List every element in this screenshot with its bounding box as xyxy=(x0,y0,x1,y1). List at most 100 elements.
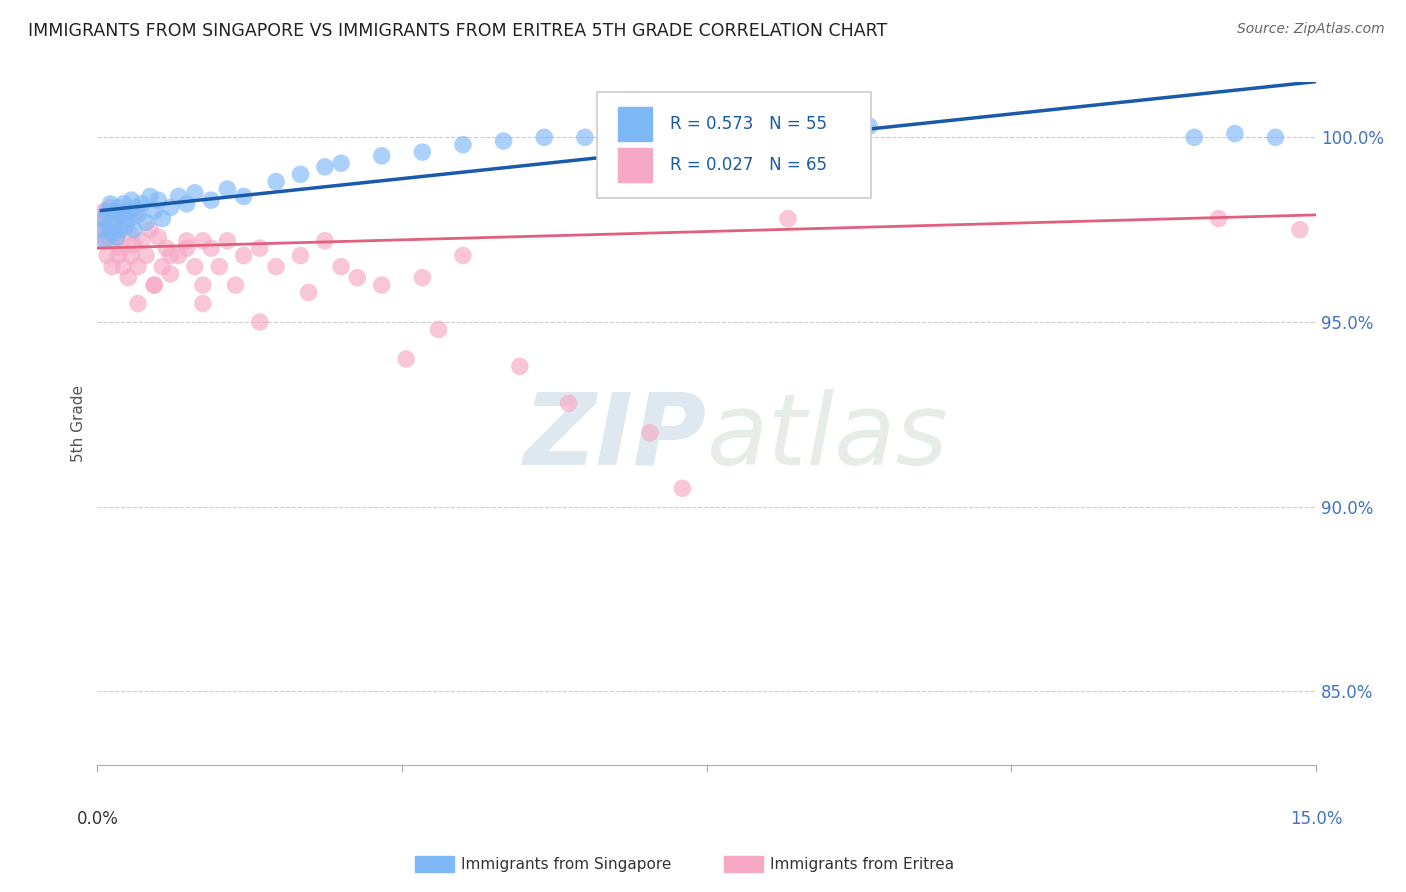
Text: Source: ZipAtlas.com: Source: ZipAtlas.com xyxy=(1237,22,1385,37)
Point xyxy=(105,230,128,244)
Point xyxy=(249,315,271,329)
Point xyxy=(191,278,214,293)
FancyBboxPatch shape xyxy=(617,148,652,182)
Point xyxy=(557,396,579,410)
Point xyxy=(776,211,799,226)
Point xyxy=(191,296,214,310)
Text: 15.0%: 15.0% xyxy=(1289,810,1343,828)
Point xyxy=(118,227,141,241)
Point xyxy=(117,204,139,219)
Point xyxy=(125,201,148,215)
Point xyxy=(93,204,115,219)
Point xyxy=(752,115,775,129)
Point xyxy=(411,270,433,285)
Text: IMMIGRANTS FROM SINGAPORE VS IMMIGRANTS FROM ERITREA 5TH GRADE CORRELATION CHART: IMMIGRANTS FROM SINGAPORE VS IMMIGRANTS … xyxy=(28,22,887,40)
Point xyxy=(411,145,433,160)
Point xyxy=(127,260,149,274)
Point xyxy=(200,241,222,255)
Text: R = 0.573   N = 55: R = 0.573 N = 55 xyxy=(671,114,827,133)
Point xyxy=(143,278,166,293)
Point xyxy=(346,270,368,285)
Point xyxy=(122,222,145,236)
Point xyxy=(105,234,128,248)
Point xyxy=(176,234,198,248)
Point xyxy=(858,120,880,134)
Point xyxy=(122,237,145,252)
Point xyxy=(104,204,127,219)
Point xyxy=(103,211,125,226)
Point xyxy=(94,222,117,236)
Point xyxy=(104,204,127,219)
Point xyxy=(98,201,121,215)
Point xyxy=(232,189,254,203)
Point xyxy=(127,208,149,222)
Point xyxy=(451,137,474,152)
Point xyxy=(696,120,718,134)
Point xyxy=(139,189,162,203)
Point xyxy=(1223,127,1246,141)
Point xyxy=(330,260,353,274)
Point xyxy=(96,204,118,219)
Point xyxy=(817,115,839,129)
Point xyxy=(492,134,515,148)
Point xyxy=(671,481,693,495)
Point xyxy=(148,193,170,207)
Point xyxy=(297,285,319,300)
Point xyxy=(290,167,312,181)
Point xyxy=(118,211,141,226)
Point xyxy=(97,230,120,244)
Point xyxy=(90,211,112,226)
Point xyxy=(127,296,149,310)
Point xyxy=(290,248,312,262)
Text: Immigrants from Singapore: Immigrants from Singapore xyxy=(461,857,672,871)
Point xyxy=(427,322,450,336)
Point xyxy=(191,234,214,248)
Point xyxy=(101,227,124,241)
Point xyxy=(98,196,121,211)
Point xyxy=(451,248,474,262)
Point xyxy=(1289,222,1312,236)
Point xyxy=(533,130,555,145)
Point xyxy=(217,182,239,196)
Point xyxy=(1208,211,1230,226)
Point xyxy=(131,196,153,211)
Point xyxy=(159,267,181,281)
Point xyxy=(111,241,134,255)
Point xyxy=(614,123,637,137)
Point xyxy=(217,234,239,248)
Point xyxy=(314,160,336,174)
Text: ZIP: ZIP xyxy=(523,389,707,486)
Point xyxy=(143,204,166,219)
Text: R = 0.027   N = 65: R = 0.027 N = 65 xyxy=(671,156,827,174)
Point xyxy=(112,196,135,211)
Point xyxy=(159,248,181,262)
Point xyxy=(655,120,678,134)
Point xyxy=(776,112,799,126)
Point xyxy=(121,193,143,207)
Point xyxy=(96,248,118,262)
Point xyxy=(176,196,198,211)
Point xyxy=(370,278,392,293)
Point xyxy=(121,248,143,262)
Point xyxy=(208,260,231,274)
Point xyxy=(108,222,131,236)
Point xyxy=(314,234,336,248)
Point xyxy=(150,260,173,274)
Point xyxy=(148,230,170,244)
Point xyxy=(200,193,222,207)
Point xyxy=(97,219,120,233)
FancyBboxPatch shape xyxy=(598,92,872,198)
Point xyxy=(370,149,392,163)
Text: atlas: atlas xyxy=(707,389,949,486)
Text: 0.0%: 0.0% xyxy=(76,810,118,828)
Point xyxy=(184,186,207,200)
Point xyxy=(108,222,131,236)
Point xyxy=(330,156,353,170)
Point xyxy=(574,130,596,145)
Point xyxy=(395,351,418,366)
Point xyxy=(139,222,162,236)
Point xyxy=(1264,130,1286,145)
Point xyxy=(135,215,157,229)
Point xyxy=(114,211,136,226)
Point xyxy=(90,222,112,236)
